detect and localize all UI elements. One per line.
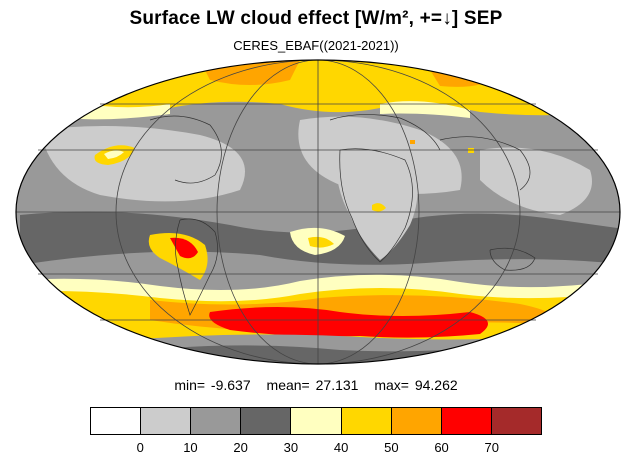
colorbar-tick-label: 50 [384,440,399,455]
colorbar-tick-label: 60 [434,440,449,455]
mean-stat: mean= 27.131 [266,377,359,393]
colorbar-swatch [341,408,392,434]
colorbar-tick-label: 10 [183,440,198,455]
colorbar-labels: 0 10 20 30 40 50 60 70 [90,440,542,456]
colorbar-swatch [91,408,142,434]
map-title: Surface LW cloud effect [W/m², +=↓] SEP [129,8,503,29]
map-subtitle: CERES_EBAF((2021-2021)) [233,38,399,53]
colorbar-tick-label: 40 [333,440,349,455]
mollweide-map [15,59,621,365]
colorbar-swatch [141,408,192,434]
map-outline [15,59,621,365]
min-stat: min= -9.637 [174,377,251,393]
colorbar-tick-label: 0 [136,440,144,455]
colorbar-swatch [491,408,541,434]
colorbar [90,407,542,435]
colorbar-swatch [241,408,292,434]
colorbar-swatch [291,408,342,434]
colorbar-swatch [441,408,492,434]
colorbar-tick-label: 20 [233,440,248,455]
colorbar-swatch [391,408,442,434]
max-stat: max= 94.262 [374,377,458,393]
coastlines [149,114,536,316]
stats-line: min= -9.637 mean= 27.131 max= 94.262 [0,377,632,393]
colorbar-tick-label: 30 [283,440,299,455]
colorbar-swatch [191,408,242,434]
colorbar-tick-label: 70 [484,440,499,455]
